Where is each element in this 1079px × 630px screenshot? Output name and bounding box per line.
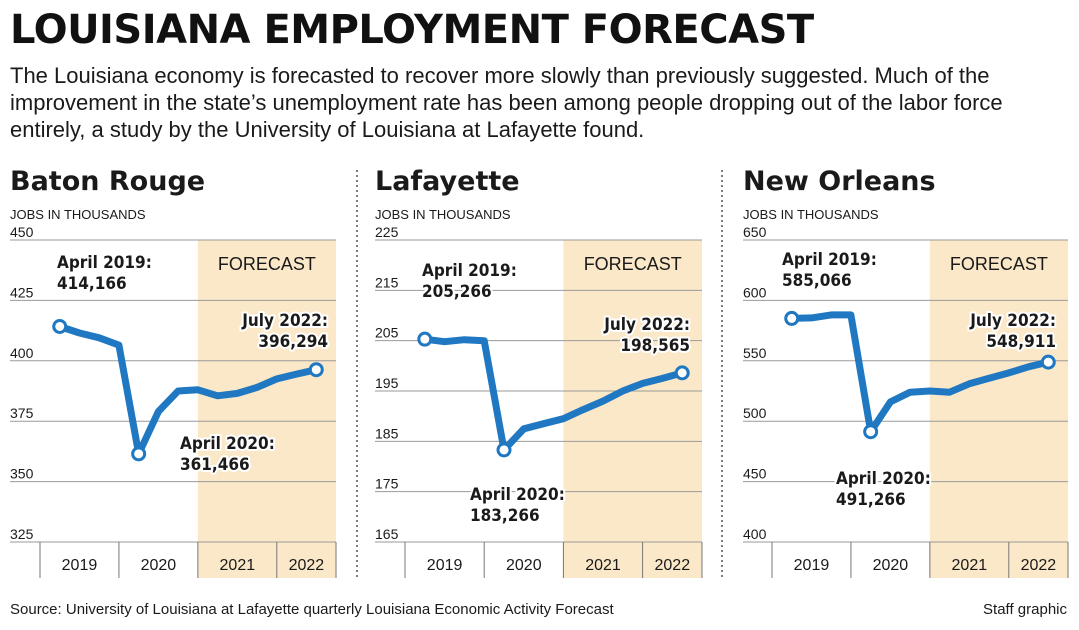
y-tick-label: 325 [10,526,34,542]
annotation-line: 396,294 [258,332,328,352]
annotation-label: April 2020: 361,466 [180,434,275,475]
annotation-label: April 2019: 585,066 [782,250,877,291]
annotation-line: April 2020: [836,469,931,489]
annotation-marker [417,331,433,347]
x-tick-label: 2019 [62,557,98,574]
annotation-label: April 2019: 205,266 [422,261,517,302]
y-tick-label: 350 [10,466,34,482]
y-tick-label: 225 [375,224,399,240]
annotation-line: 491,266 [836,490,906,510]
x-tick-label: 2021 [585,557,621,574]
annotation-line: 548,911 [986,332,1056,352]
annotation-line: April 2020: [180,434,275,454]
chart-panel-new-orleans: New Orleans JOBS IN THOUSANDS FORECAST 400 4… [743,166,1069,578]
forecast-band [929,240,1068,578]
annotation-line: April 2020: [470,485,565,505]
chart-panel-lafayette: Lafayette JOBS IN THOUSANDS FORECAST 165 175… [375,166,703,578]
annotation-label: July 2022: 198,565 [603,315,690,356]
page-title: LOUISIANA EMPLOYMENT FORECAST [10,7,814,53]
annotation-line: 414,166 [57,274,127,294]
x-tick-label: 2020 [141,557,177,574]
annotation-line: April 2019: [422,261,517,281]
y-tick-label: 175 [375,476,399,492]
y-tick-label: 195 [375,375,399,391]
annotation-line: April 2019: [57,253,152,273]
annotation-marker [784,310,800,326]
forecast-label: FORECAST [584,254,682,274]
x-tick-label: 2022 [655,557,691,574]
y-tick-label: 185 [375,425,399,441]
annotation-line: July 2022: [241,311,328,331]
annotation-line: April 2019: [782,250,877,270]
y-tick-label: 205 [375,325,399,341]
chart-title: Baton Rouge [10,166,205,197]
credit-note: Staff graphic [983,601,1067,618]
y-tick-label: 500 [743,405,767,421]
chart-title: Lafayette [375,166,520,197]
x-tick-label: 2019 [427,557,463,574]
y-tick-label: 600 [743,284,767,300]
y-axis-label: JOBS IN THOUSANDS [743,207,879,222]
annotation-label: July 2022: 396,294 [241,311,328,352]
y-tick-label: 375 [10,405,34,421]
x-tick-label: 2020 [506,557,542,574]
annotation-marker [496,442,512,458]
annotation-label: April 2019: 414,166 [57,253,152,294]
x-tick-label: 2022 [289,557,325,574]
y-tick-label: 425 [10,284,34,300]
x-tick-label: 2019 [794,557,830,574]
annotation-line: 198,565 [620,336,690,356]
series-line [788,311,1052,436]
annotation-line: 361,466 [180,455,250,475]
chart-panel-baton-rouge: Baton Rouge JOBS IN THOUSANDS FORECAST 325 3… [10,166,337,578]
y-tick-label: 650 [743,224,767,240]
forecast-label: FORECAST [950,254,1048,274]
annotation-marker [52,318,68,334]
annotation-marker [1040,354,1056,370]
annotation-marker [308,362,324,378]
annotation-line: 183,266 [470,506,540,526]
y-axis-label: JOBS IN THOUSANDS [375,207,511,222]
annotation-marker [863,424,879,440]
y-tick-label: 215 [375,274,399,290]
chart-title: New Orleans [743,166,936,197]
y-tick-label: 450 [10,224,34,240]
page-subtitle: The Louisiana economy is forecasted to r… [10,63,1003,142]
y-tick-label: 550 [743,345,767,361]
annotation-label: July 2022: 548,911 [969,311,1056,352]
y-tick-label: 450 [743,466,767,482]
x-tick-label: 2021 [952,557,988,574]
annotation-marker [674,365,690,381]
source-note: Source: University of Louisiana at Lafay… [10,601,614,618]
annotation-line: 205,266 [422,282,492,302]
x-tick-label: 2020 [873,557,909,574]
annotation-label: April 2020: 491,266 [836,469,931,510]
series-line [56,323,320,458]
forecast-label: FORECAST [218,254,316,274]
annotation-line: July 2022: [603,315,690,335]
x-tick-label: 2022 [1021,557,1057,574]
forecast-band [197,240,336,578]
y-tick-label: 400 [743,526,767,542]
annotation-line: 585,066 [782,271,852,291]
y-axis-label: JOBS IN THOUSANDS [10,207,146,222]
annotation-line: July 2022: [969,311,1056,331]
y-tick-label: 165 [375,526,399,542]
annotation-marker [131,446,147,462]
y-tick-label: 400 [10,345,34,361]
x-tick-label: 2021 [220,557,256,574]
annotation-label: April 2020: 183,266 [470,485,565,526]
series-line [421,335,686,454]
